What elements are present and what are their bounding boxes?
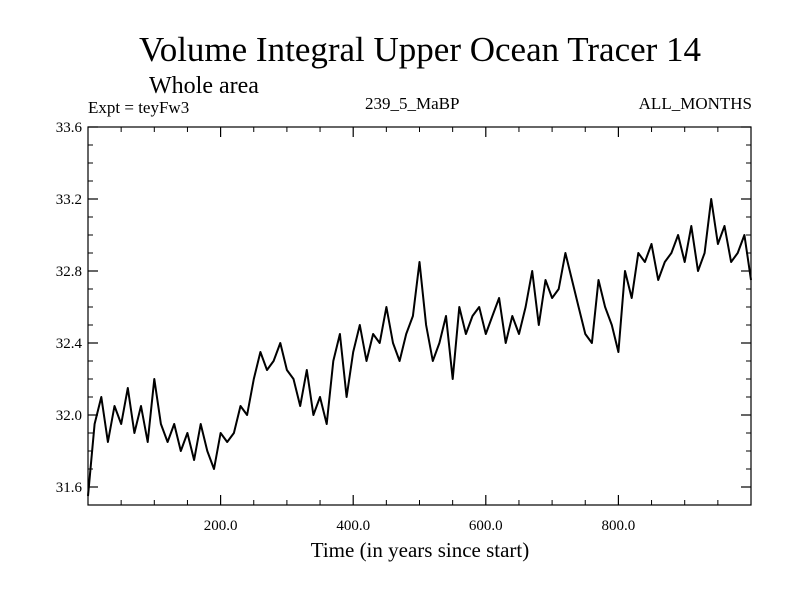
months-label: ALL_MONTHS [638, 94, 752, 113]
plot-frame [87, 126, 752, 506]
y-tick-label: 33.2 [56, 192, 82, 208]
y-tick-label: 32.0 [56, 408, 82, 424]
x-tick-label: 400.0 [336, 518, 370, 534]
chart-title: Volume Integral Upper Ocean Tracer 14 [138, 30, 702, 69]
x-tick-label: 200.0 [204, 518, 238, 534]
experiment-label: Expt = teyFw3 [88, 98, 190, 117]
series-line [87, 198, 752, 497]
x-tick-label: 600.0 [469, 518, 503, 534]
y-tick-label: 31.6 [56, 480, 83, 496]
run-label: 239_5_MaBP [365, 94, 460, 113]
y-tick-label: 32.4 [56, 336, 83, 352]
x-axis-label: Time (in years since start) [310, 538, 530, 562]
y-tick-label: 33.6 [56, 120, 83, 136]
chart-subtitle: Whole area [149, 73, 259, 99]
x-tick-label: 800.0 [602, 518, 636, 534]
axis-tick-labels: 200.0 400.0 600.0 800.0 31.6 32.0 32.4 32.8 33.2… [56, 120, 636, 534]
y-tick-label: 32.8 [56, 264, 82, 280]
axis-ticks [88, 126, 751, 505]
